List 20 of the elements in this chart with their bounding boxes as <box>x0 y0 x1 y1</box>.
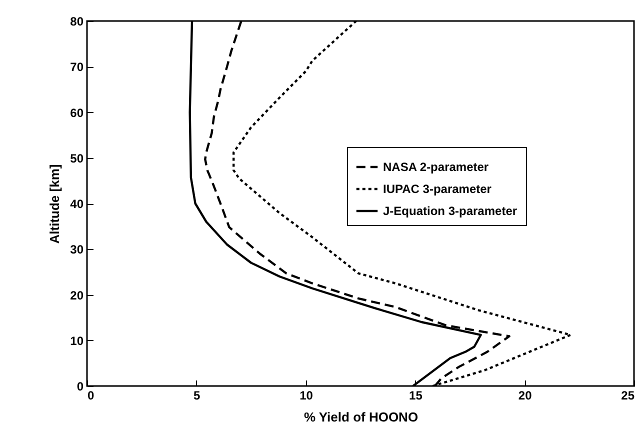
y-tick-label: 60 <box>70 106 84 120</box>
y-tick-label: 40 <box>70 197 84 211</box>
legend-label: IUPAC 3-parameter <box>383 182 492 196</box>
x-tick-label: 15 <box>409 388 423 402</box>
y-tick-label: 10 <box>70 334 84 348</box>
x-axis-title: % Yield of HOONO <box>304 410 418 424</box>
x-tick-label: 10 <box>300 388 314 402</box>
x-tick-label: 25 <box>621 388 635 402</box>
y-tick-label: 20 <box>70 288 84 302</box>
x-tick-label: 20 <box>518 388 532 402</box>
legend-label: NASA 2-parameter <box>383 160 489 174</box>
y-tick-label: 70 <box>70 60 84 74</box>
legend-label: J-Equation 3-parameter <box>383 204 518 218</box>
y-axis-title: Altitude [km] <box>47 164 62 244</box>
x-tick-label: 5 <box>194 388 201 402</box>
x-tick-label: 0 <box>88 388 94 402</box>
y-tick-label: 80 <box>70 14 84 28</box>
y-tick-label: 50 <box>70 151 84 166</box>
y-tick-label: 0 <box>76 380 84 394</box>
y-tick-label: 30 <box>70 242 84 257</box>
